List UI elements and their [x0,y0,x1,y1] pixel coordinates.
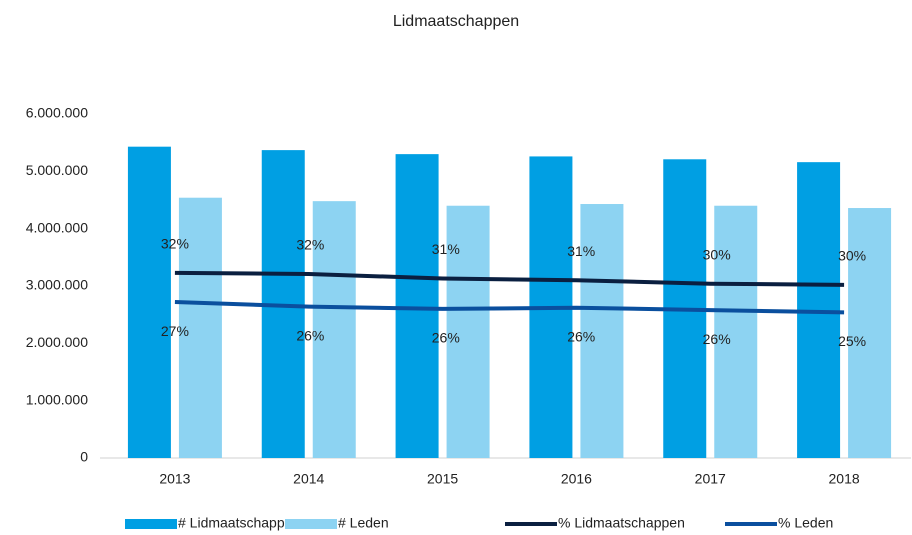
legend-label: % Lidmaatschappen [558,515,685,531]
bar [178,197,222,458]
legend-label: % Leden [778,515,833,531]
data-label: 31% [432,241,460,257]
line [174,270,845,287]
data-label: 26% [432,330,460,346]
bar [127,146,171,458]
bar [714,205,758,458]
y-tick-label: 6.000.000 [26,105,88,121]
x-tick-label: 2018 [829,471,860,487]
data-label: 26% [703,331,731,347]
bar [580,204,624,458]
data-label: 25% [838,333,866,349]
data-label: 30% [838,248,866,264]
legend-swatch [285,519,337,529]
x-tick-label: 2015 [427,471,458,487]
legend-swatch [125,519,177,529]
x-tick-label: 2017 [695,471,726,487]
data-label: 31% [567,243,595,259]
data-label: 32% [161,236,189,252]
bar [848,208,892,458]
legend-label: # Leden [338,515,389,531]
data-label: 26% [567,328,595,344]
line [174,300,845,315]
legend-label: # Lidmaatschappen [178,515,300,531]
y-tick-label: 4.000.000 [26,219,88,235]
y-tick-label: 3.000.000 [26,277,88,293]
x-tick-label: 2014 [293,471,324,487]
data-label: 30% [703,246,731,262]
chart-title: Lidmaatschappen [393,13,519,30]
y-tick-label: 0 [80,449,88,465]
data-label: 26% [296,327,324,343]
data-label: 32% [296,237,324,253]
bar [446,205,490,458]
x-tick-label: 2016 [561,471,592,487]
data-label: 27% [161,323,189,339]
bar [312,201,356,458]
y-tick-label: 1.000.000 [26,391,88,407]
y-tick-label: 2.000.000 [26,334,88,350]
x-tick-label: 2013 [159,471,190,487]
y-tick-label: 5.000.000 [26,162,88,178]
bar [395,154,439,458]
